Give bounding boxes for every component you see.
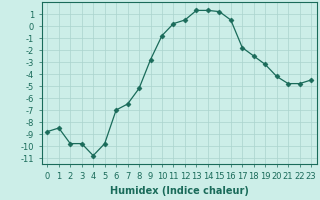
X-axis label: Humidex (Indice chaleur): Humidex (Indice chaleur) — [110, 186, 249, 196]
